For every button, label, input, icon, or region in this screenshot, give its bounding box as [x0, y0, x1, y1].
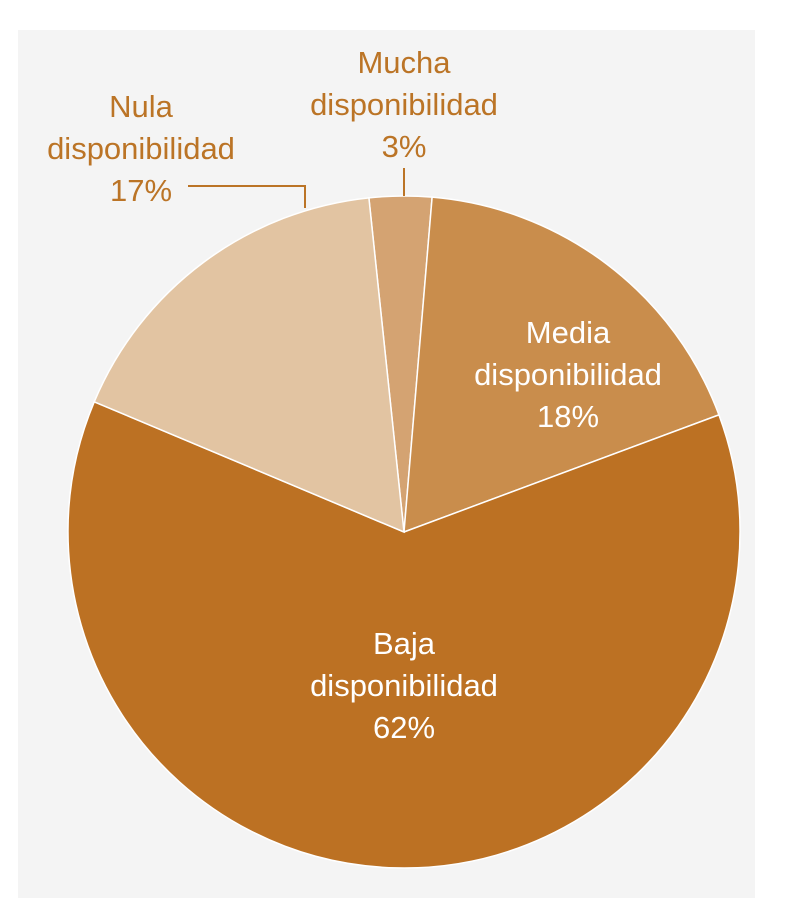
slice-label-line: Nula: [109, 89, 174, 124]
leader-line-nula: [188, 185, 306, 208]
slice-value-text: 17%: [110, 173, 172, 208]
slice-label-mucha: Mucha disponibilidad 3%: [310, 45, 498, 164]
slice-label-line: disponibilidad: [474, 357, 662, 392]
slice-label-baja: Baja disponibilidad 62%: [310, 626, 498, 745]
slice-label-line: disponibilidad: [47, 131, 235, 166]
pie-slice-baja: [67, 400, 741, 869]
pie-slice-nula: [93, 197, 405, 534]
slice-label-line: Mucha: [357, 45, 451, 80]
pie-slice-media: [403, 196, 720, 534]
slice-label-nula: Nula disponibilidad 17%: [47, 89, 235, 208]
slice-label-line: disponibilidad: [310, 668, 498, 703]
slice-label-media: Media disponibilidad 18%: [474, 315, 662, 434]
slice-value-text: 62%: [373, 710, 435, 745]
slice-label-line: Baja: [373, 626, 436, 661]
slice-label-line: disponibilidad: [310, 87, 498, 122]
slice-value-text: 18%: [537, 399, 599, 434]
slice-label-line: Media: [526, 315, 611, 350]
slice-value-text: 3%: [382, 129, 427, 164]
